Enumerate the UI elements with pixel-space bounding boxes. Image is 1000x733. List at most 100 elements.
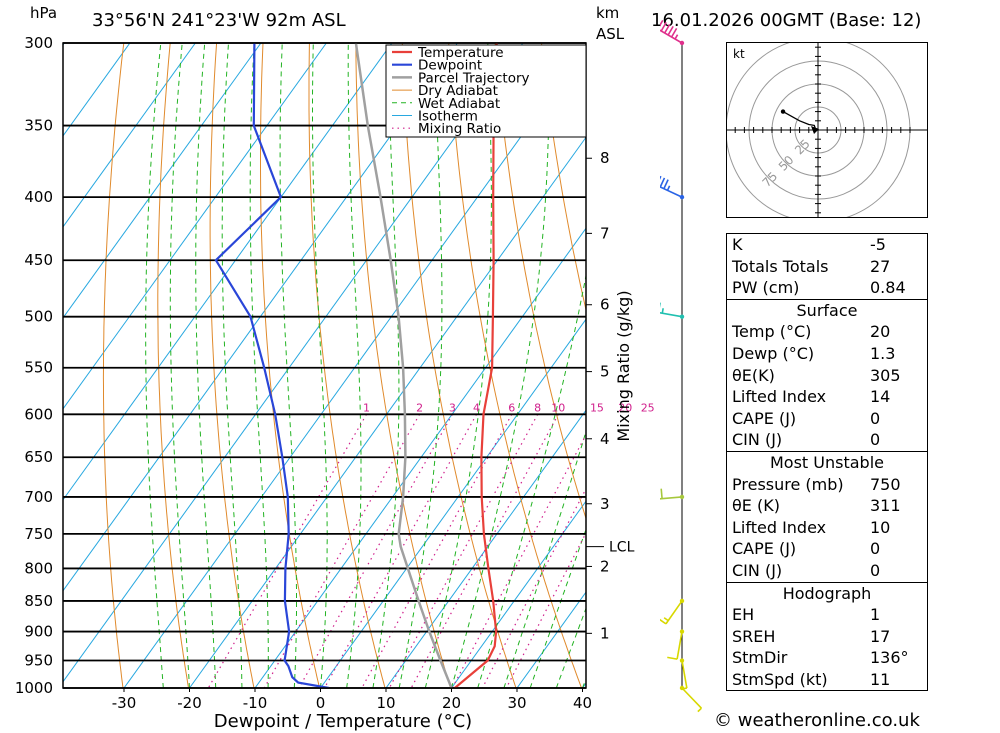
pw-label: PW (cm)	[732, 278, 800, 298]
mu-cin-row: CIN (J) 0	[727, 560, 927, 582]
pressure-tick-label: 600	[24, 405, 53, 423]
wind-barb	[660, 598, 685, 625]
sreh-label: SREH	[732, 626, 776, 646]
wind-barb-flag	[663, 23, 671, 34]
surface-temp-row: Temp (°C) 20	[727, 321, 927, 343]
hodograph-ring-label: 75	[760, 169, 781, 190]
temperature-line	[454, 43, 498, 688]
stmspd-row: StmSpd (kt) 11	[727, 669, 927, 691]
wet-adiabat-line	[346, 43, 362, 688]
surface-temp-label: Temp (°C)	[732, 322, 812, 342]
pressure-tick-label: 1000	[15, 679, 53, 697]
surface-temp-value: 20	[870, 322, 891, 342]
mixing-ratio-line	[451, 433, 586, 688]
dry-adiabat-line	[355, 43, 451, 688]
wind-barb-flag	[660, 618, 667, 625]
dry-adiabat-line	[157, 43, 189, 688]
pressure-tick-label: 800	[24, 559, 53, 577]
mixing-ratio-label: 2	[416, 401, 423, 414]
mixing-ratio-axis-label: Mixing Ratio (g/kg)	[614, 290, 633, 441]
wind-barb	[679, 658, 688, 690]
plot-frame	[62, 42, 587, 689]
wind-barb	[667, 629, 685, 660]
location-title: 33°56'N 241°23'W 92m ASL	[92, 10, 346, 31]
mu-li-label: Lifted Index	[732, 517, 827, 537]
surface-li-row: Lifted Index 14	[727, 386, 927, 408]
wind-barb-half-flag	[674, 34, 679, 40]
sreh-value: 17	[870, 626, 891, 646]
wind-barb-flag	[663, 179, 669, 190]
x-tick-label: -10	[243, 694, 268, 712]
wet-adiabat-line	[249, 43, 269, 688]
mixing-ratio-label: 6	[508, 401, 515, 414]
isotherm-line	[254, 227, 586, 688]
isotherm-line	[63, 43, 393, 501]
surface-section: Surface Temp (°C) 20 Dewp (°C) 1.3 θE(K) 30…	[727, 298, 927, 451]
wind-barb-staff	[660, 185, 683, 198]
surface-cin-row: CIN (J) 0	[727, 429, 927, 451]
surface-cape-row: CAPE (J) 0	[727, 408, 927, 430]
wind-barb-flag	[660, 177, 666, 188]
mixing-ratio-label: 4	[473, 401, 480, 414]
mu-cape-row: CAPE (J) 0	[727, 538, 927, 560]
x-axis-label: Dewpoint / Temperature (°C)	[214, 711, 472, 732]
wind-barb-staff	[665, 600, 683, 625]
dry-adiabat-line	[102, 43, 125, 688]
wind-barb-dot	[679, 494, 685, 500]
dry-adiabat-line	[494, 43, 586, 521]
mu-cin-label: CIN (J)	[732, 560, 783, 580]
legend-label: Dry Adiabat	[418, 83, 498, 99]
pressure-tick-label: 450	[24, 251, 53, 269]
wind-barb	[660, 488, 685, 500]
isotherm-line	[63, 43, 524, 683]
wet-adiabat-line	[279, 43, 297, 688]
mixing-ratio-label: 25	[641, 401, 655, 414]
wet-adiabat-line	[503, 429, 586, 688]
surface-li-value: 14	[870, 387, 891, 407]
x-tick-label: -20	[177, 694, 202, 712]
mu-pressure-row: Pressure (mb) 750	[727, 474, 927, 496]
mixing-ratio-line	[410, 414, 559, 688]
mixing-ratio-label: 15	[590, 401, 604, 414]
sreh-row: SREH 17	[727, 626, 927, 648]
wind-barb-flag	[660, 488, 663, 499]
stmdir-label: StmDir	[732, 648, 788, 668]
km-tick-label: 8	[600, 149, 610, 167]
isotherm-line	[189, 136, 586, 688]
wind-barb-half-flag	[663, 617, 669, 622]
legend-label: Temperature	[417, 45, 504, 61]
isotherm-line	[63, 43, 327, 410]
mu-li-value: 10	[870, 517, 891, 537]
totals-totals-row: Totals Totals 27	[727, 256, 927, 278]
temperature-axis: -30 -20 -10 0 10 20 30 40	[112, 688, 592, 712]
stmspd-value: 11	[870, 669, 891, 689]
wind-barb	[660, 19, 685, 46]
isotherm-line	[63, 43, 196, 228]
mixing-ratio-label: 3	[449, 401, 456, 414]
mixing-ratio-line	[323, 414, 478, 688]
k-index-label: K	[732, 235, 743, 254]
wind-barb-staff	[681, 660, 688, 689]
k-index-row: K -5	[727, 234, 927, 256]
isotherm-line	[123, 45, 586, 688]
surface-dewp-label: Dewp (°C)	[732, 343, 815, 363]
mu-thetae-value: 311	[870, 496, 901, 516]
wind-barb-staff	[660, 496, 683, 500]
wind-barb-flag	[667, 25, 674, 36]
wet-adiabat-line	[398, 43, 443, 688]
wind-barb	[660, 175, 685, 200]
wet-adiabat-line	[169, 43, 190, 688]
legend-label: Parcel Trajectory	[418, 70, 530, 86]
x-tick-label: 20	[442, 694, 461, 712]
hodograph-section: Hodograph EH 1 SREH 17 StmDir 136° StmSpd (…	[727, 581, 927, 691]
km-tick-label: 6	[600, 296, 610, 314]
mu-thetae-row: θE (K) 311	[727, 495, 927, 517]
isotherm-line	[63, 43, 458, 592]
most-unstable-title: Most Unstable	[770, 452, 884, 472]
hpa-unit-label: hPa	[30, 4, 58, 22]
pw-row: PW (cm) 0.84	[727, 277, 927, 299]
eh-value: 1	[870, 605, 881, 625]
surface-li-label: Lifted Index	[732, 387, 827, 407]
